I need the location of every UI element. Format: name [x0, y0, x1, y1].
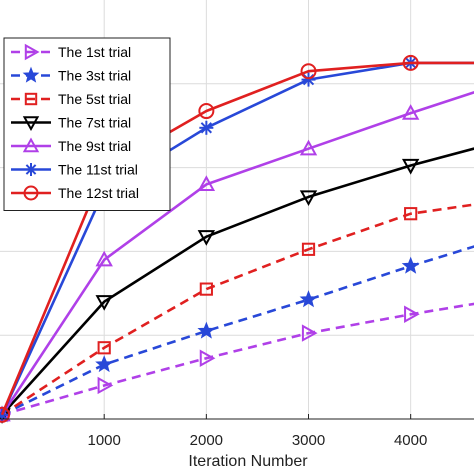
- star-marker: [401, 256, 420, 274]
- triangle-up-marker: [22, 137, 40, 153]
- x-tick-label: 2000: [190, 432, 223, 449]
- triangle-up-marker: [299, 139, 318, 156]
- x-tick-label: 3000: [292, 432, 325, 449]
- x-axis-label: Iteration Number: [188, 453, 308, 470]
- triangle-down-marker: [401, 158, 420, 175]
- legend-entry: The 1st trial: [11, 43, 131, 61]
- triangle-down-marker: [299, 190, 318, 206]
- square-marker: [199, 282, 213, 296]
- legend: The 1st trial The 3st trial The 5st trial T…: [3, 37, 171, 211]
- x-tick-label: 1000: [88, 432, 121, 449]
- circle-marker: [0, 406, 11, 423]
- legend-label: The 9st trial: [58, 138, 131, 154]
- triangle-right-marker: [97, 376, 114, 395]
- triangle-down-marker: [95, 295, 113, 311]
- x-tick-labels: 1000 2000 3000 4000: [88, 432, 428, 449]
- legend-box: [3, 37, 171, 211]
- legend-label: The 12st trial: [58, 185, 139, 201]
- triangle-down-marker: [197, 230, 216, 246]
- legend-label: The 3st trial: [58, 68, 131, 84]
- circle-marker: [23, 185, 39, 201]
- asterisk-stroke: [200, 122, 213, 134]
- triangle-up-marker: [401, 104, 420, 120]
- legend-entry: The 12st trial: [11, 185, 139, 201]
- triangle-right-marker: [404, 305, 420, 323]
- triangle-up-marker: [95, 250, 113, 267]
- triangle-right-marker: [24, 43, 40, 61]
- triangle-right-marker: [199, 349, 216, 367]
- square-marker: [97, 341, 111, 355]
- legend-entry: The 7st trial: [11, 115, 131, 132]
- asterisk-marker: [24, 163, 38, 176]
- asterisk-marker: [199, 120, 214, 135]
- square-marker: [404, 207, 418, 221]
- series-line: [1, 302, 474, 417]
- series-line: [1, 147, 474, 416]
- star-marker: [95, 355, 114, 373]
- triangle-up-marker: [197, 175, 216, 191]
- x-tick-label: 4000: [394, 432, 427, 449]
- legend-entry: The 5st trial: [11, 91, 131, 107]
- circle-marker: [402, 54, 419, 71]
- triangle-right-marker: [301, 324, 318, 342]
- series-4: [0, 147, 474, 424]
- legend-label: The 5st trial: [58, 91, 131, 107]
- asterisk-stroke: [25, 164, 37, 175]
- series-line: [0, 90, 474, 416]
- legend-entry: The 11st trial: [11, 162, 138, 178]
- star-marker: [197, 321, 216, 339]
- legend-entry: The 9st trial: [11, 137, 131, 154]
- legend-label: The 11st trial: [58, 162, 138, 178]
- square-marker: [301, 242, 316, 256]
- star-marker: [299, 290, 318, 308]
- axes: [0, 414, 474, 420]
- legend-label: The 1st trial: [58, 44, 131, 60]
- legend-entry: The 3st trial: [11, 66, 131, 84]
- legend-label: The 7st trial: [58, 115, 131, 131]
- circle-marker: [300, 63, 317, 80]
- triangle-down-marker: [22, 116, 40, 132]
- star-marker: [22, 66, 40, 83]
- circle-marker: [198, 103, 215, 120]
- series-line: [1, 245, 474, 416]
- square-marker: [24, 92, 38, 106]
